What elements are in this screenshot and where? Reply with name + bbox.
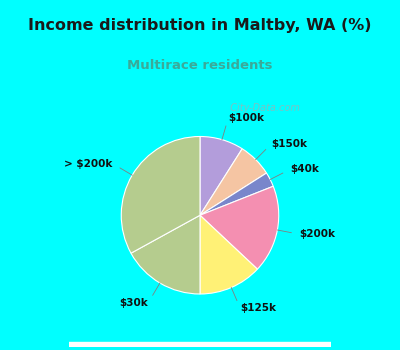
Bar [32, 347, 368, 350]
Text: $200k: $200k [300, 229, 336, 239]
Bar [33, 63, 42, 350]
Bar [37, 63, 45, 350]
Bar [32, 348, 368, 350]
Text: > $200k: > $200k [64, 159, 113, 169]
Bar [35, 63, 43, 350]
Bar [32, 63, 40, 350]
Bar [39, 63, 48, 350]
Bar [36, 63, 44, 350]
Bar [33, 63, 41, 350]
Bar [36, 63, 45, 350]
Text: $125k: $125k [240, 303, 276, 313]
Bar [32, 349, 368, 350]
Bar [40, 63, 48, 350]
Bar [34, 63, 42, 350]
Text: $30k: $30k [120, 298, 148, 308]
Bar [32, 347, 368, 350]
Bar [32, 348, 368, 350]
Wedge shape [200, 215, 258, 294]
Bar [38, 63, 47, 350]
Wedge shape [200, 136, 242, 215]
Bar [32, 346, 368, 350]
Bar [32, 345, 368, 350]
Text: $40k: $40k [290, 164, 319, 174]
Bar [37, 63, 46, 350]
Bar [32, 349, 368, 350]
Bar [32, 348, 368, 350]
Bar [32, 344, 368, 350]
Bar [38, 63, 47, 350]
Bar [32, 346, 368, 350]
Bar [32, 345, 368, 350]
Bar [33, 63, 41, 350]
Text: City-Data.com: City-Data.com [224, 103, 300, 113]
Bar [38, 63, 46, 350]
Bar [32, 346, 368, 350]
Bar [34, 63, 42, 350]
Wedge shape [200, 173, 273, 215]
Bar [32, 344, 368, 350]
Bar [39, 63, 47, 350]
Bar [36, 63, 44, 350]
Bar [34, 63, 42, 350]
Bar [32, 63, 41, 350]
Wedge shape [131, 215, 200, 294]
Bar [32, 349, 368, 350]
Text: Multirace residents: Multirace residents [127, 59, 273, 72]
Bar [32, 349, 368, 350]
Text: $150k: $150k [272, 139, 308, 148]
Bar [34, 63, 43, 350]
Bar [32, 346, 368, 350]
Bar [36, 63, 44, 350]
Bar [32, 343, 368, 350]
Bar [32, 343, 368, 350]
Bar [32, 344, 368, 350]
Bar [32, 345, 368, 350]
Bar [35, 63, 44, 350]
Bar [39, 63, 48, 350]
Bar [37, 63, 46, 350]
Bar [32, 345, 368, 350]
Bar [32, 344, 368, 350]
Text: $100k: $100k [228, 113, 264, 123]
Bar [36, 63, 44, 350]
Bar [32, 348, 368, 350]
Bar [38, 63, 46, 350]
Bar [32, 348, 368, 350]
Wedge shape [200, 186, 279, 269]
Text: Income distribution in Maltby, WA (%): Income distribution in Maltby, WA (%) [28, 18, 372, 33]
Bar [32, 344, 368, 350]
Bar [33, 63, 42, 350]
Bar [35, 63, 43, 350]
Bar [32, 347, 368, 350]
Bar [34, 63, 43, 350]
Bar [38, 63, 46, 350]
Bar [32, 63, 41, 350]
Bar [32, 349, 368, 350]
Bar [40, 63, 48, 350]
Bar [34, 63, 42, 350]
Bar [39, 63, 47, 350]
Bar [35, 63, 44, 350]
Wedge shape [121, 136, 200, 253]
Bar [32, 349, 368, 350]
Bar [32, 343, 368, 350]
Bar [37, 63, 45, 350]
Bar [32, 343, 368, 350]
Bar [32, 347, 368, 350]
Wedge shape [200, 149, 266, 215]
Bar [32, 348, 368, 350]
Bar [40, 63, 48, 350]
Bar [32, 345, 368, 350]
Bar [32, 344, 368, 350]
Bar [40, 63, 48, 350]
Bar [32, 343, 368, 350]
Bar [32, 345, 368, 350]
Bar [32, 343, 368, 350]
Bar [38, 63, 46, 350]
Bar [32, 346, 368, 350]
